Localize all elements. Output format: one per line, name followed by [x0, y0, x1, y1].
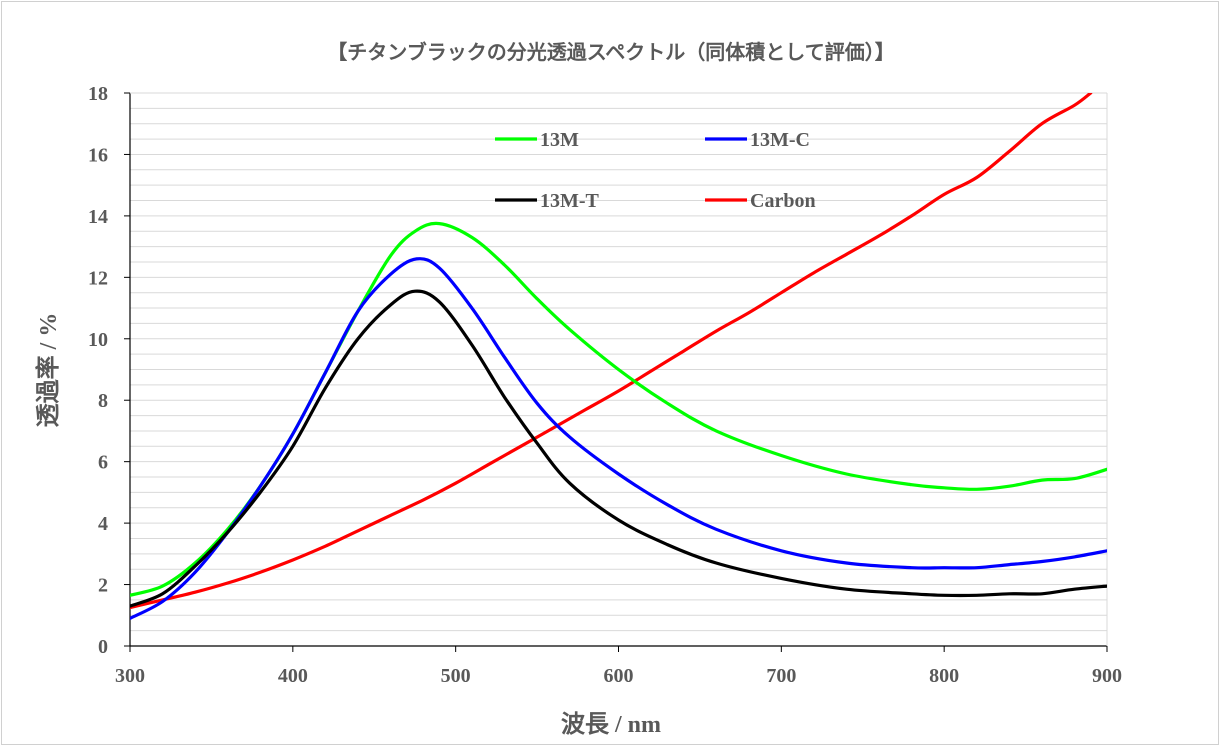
legend-label-13m-t: 13M-T	[540, 190, 600, 212]
legend-label-carbon: Carbon	[750, 190, 816, 212]
tick-labels: 0 2 4 6 8 10 12 14 16 18 300 400 500 600 700 800 900	[88, 83, 1122, 687]
y-tick-label: 16	[88, 144, 108, 166]
chart-title: 【チタンブラックの分光透過スペクトル（同体積として評価）】	[327, 40, 895, 64]
y-tick-label: 0	[98, 636, 108, 658]
y-tick-label: 8	[98, 390, 108, 412]
axes	[124, 92, 1108, 652]
x-tick-label: 500	[441, 665, 471, 687]
x-tick-label: 300	[115, 665, 145, 687]
series-line-13m-c	[130, 257, 1107, 620]
x-tick-label: 700	[766, 665, 796, 687]
gridlines	[130, 92, 1107, 632]
x-tick-label: 600	[604, 665, 634, 687]
y-tick-label: 2	[98, 575, 108, 597]
y-tick-label: 10	[88, 329, 108, 351]
legend-label-13m: 13M	[540, 129, 579, 151]
y-tick-label: 6	[98, 452, 108, 474]
x-tick-label: 800	[929, 665, 959, 687]
series-lines	[130, 93, 1107, 620]
y-axis-label: 透過率 / %	[34, 313, 62, 428]
x-tick-label: 900	[1092, 665, 1122, 687]
series-line-13m-t	[130, 289, 1107, 608]
legend: 13M 13M-C 13M-T Carbon	[495, 129, 816, 212]
x-tick-label: 400	[278, 665, 308, 687]
y-tick-label: 18	[88, 83, 108, 105]
y-tick-label: 12	[88, 267, 108, 289]
series-line-carbon	[130, 93, 1093, 610]
legend-label-13m-c: 13M-C	[750, 129, 810, 151]
series-line-13m	[130, 221, 1107, 597]
x-axis-label: 波長 / nm	[561, 711, 661, 738]
y-tick-label: 4	[98, 513, 108, 535]
y-tick-label: 14	[88, 206, 108, 228]
